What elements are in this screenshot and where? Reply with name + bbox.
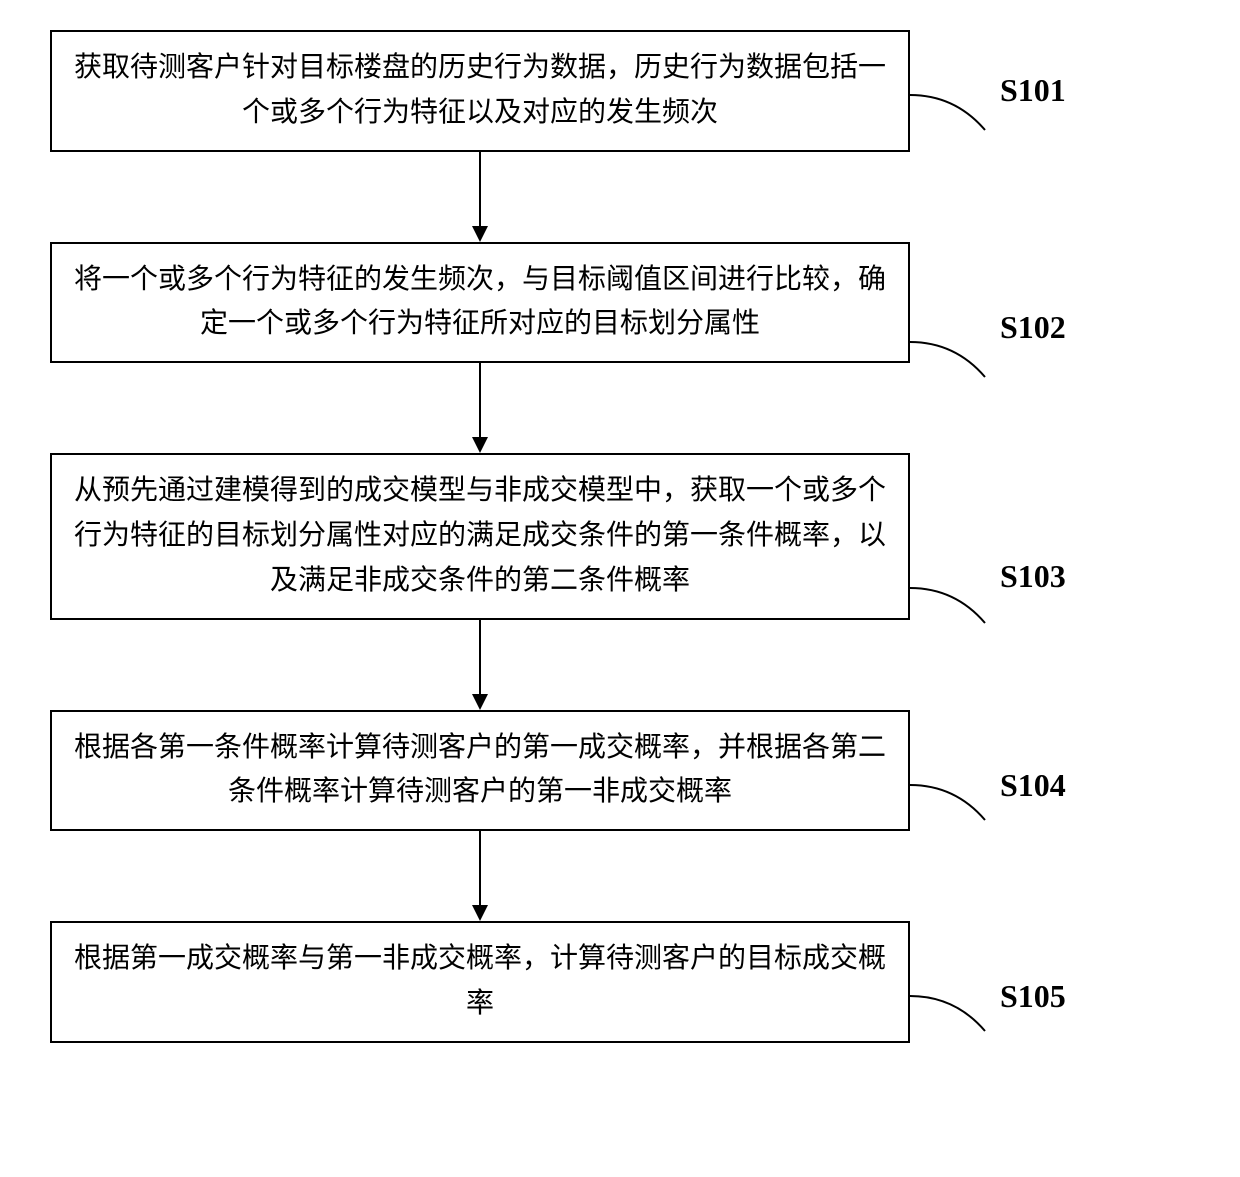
label-connector-s102 xyxy=(910,337,1000,387)
step-row: 获取待测客户针对目标楼盘的历史行为数据，历史行为数据包括一个或多个行为特征以及对… xyxy=(50,30,1190,152)
arrow-wrap xyxy=(50,831,910,921)
step-box-s103: 从预先通过建模得到的成交模型与非成交模型中，获取一个或多个行为特征的目标划分属性… xyxy=(50,453,910,619)
step-box-s101: 获取待测客户针对目标楼盘的历史行为数据，历史行为数据包括一个或多个行为特征以及对… xyxy=(50,30,910,152)
step-row: 从预先通过建模得到的成交模型与非成交模型中，获取一个或多个行为特征的目标划分属性… xyxy=(50,453,1190,619)
label-connector-s103 xyxy=(910,583,1000,633)
step-text: 获取待测客户针对目标楼盘的历史行为数据，历史行为数据包括一个或多个行为特征以及对… xyxy=(74,52,886,128)
step-text: 从预先通过建模得到的成交模型与非成交模型中，获取一个或多个行为特征的目标划分属性… xyxy=(74,475,886,596)
step-text: 根据各第一条件概率计算待测客户的第一成交概率，并根据各第二条件概率计算待测客户的… xyxy=(74,732,886,808)
step-label-s103: S103 xyxy=(1000,558,1140,595)
arrow-icon xyxy=(460,363,500,453)
step-row: 根据各第一条件概率计算待测客户的第一成交概率，并根据各第二条件概率计算待测客户的… xyxy=(50,710,1190,832)
arrow-icon xyxy=(460,831,500,921)
arrow-wrap xyxy=(50,620,910,710)
label-connector-s104 xyxy=(910,780,1000,830)
label-connector-s105 xyxy=(910,991,1000,1041)
step-label-s105: S105 xyxy=(1000,978,1140,1015)
step-label-s104: S104 xyxy=(1000,767,1140,804)
step-box-s105: 根据第一成交概率与第一非成交概率，计算待测客户的目标成交概率 xyxy=(50,921,910,1043)
step-row: 将一个或多个行为特征的发生频次，与目标阈值区间进行比较，确定一个或多个行为特征所… xyxy=(50,242,1190,364)
arrow-wrap xyxy=(50,363,910,453)
label-connector-s101 xyxy=(910,90,1000,140)
step-label-s101: S101 xyxy=(1000,72,1140,109)
step-text: 将一个或多个行为特征的发生频次，与目标阈值区间进行比较，确定一个或多个行为特征所… xyxy=(74,264,886,340)
step-box-s102: 将一个或多个行为特征的发生频次，与目标阈值区间进行比较，确定一个或多个行为特征所… xyxy=(50,242,910,364)
step-text: 根据第一成交概率与第一非成交概率，计算待测客户的目标成交概率 xyxy=(74,943,886,1019)
flowchart-container: 获取待测客户针对目标楼盘的历史行为数据，历史行为数据包括一个或多个行为特征以及对… xyxy=(50,30,1190,1043)
arrow-icon xyxy=(460,620,500,710)
step-box-s104: 根据各第一条件概率计算待测客户的第一成交概率，并根据各第二条件概率计算待测客户的… xyxy=(50,710,910,832)
arrow-icon xyxy=(460,152,500,242)
arrow-wrap xyxy=(50,152,910,242)
step-label-s102: S102 xyxy=(1000,309,1140,346)
step-row: 根据第一成交概率与第一非成交概率，计算待测客户的目标成交概率 S105 xyxy=(50,921,1190,1043)
